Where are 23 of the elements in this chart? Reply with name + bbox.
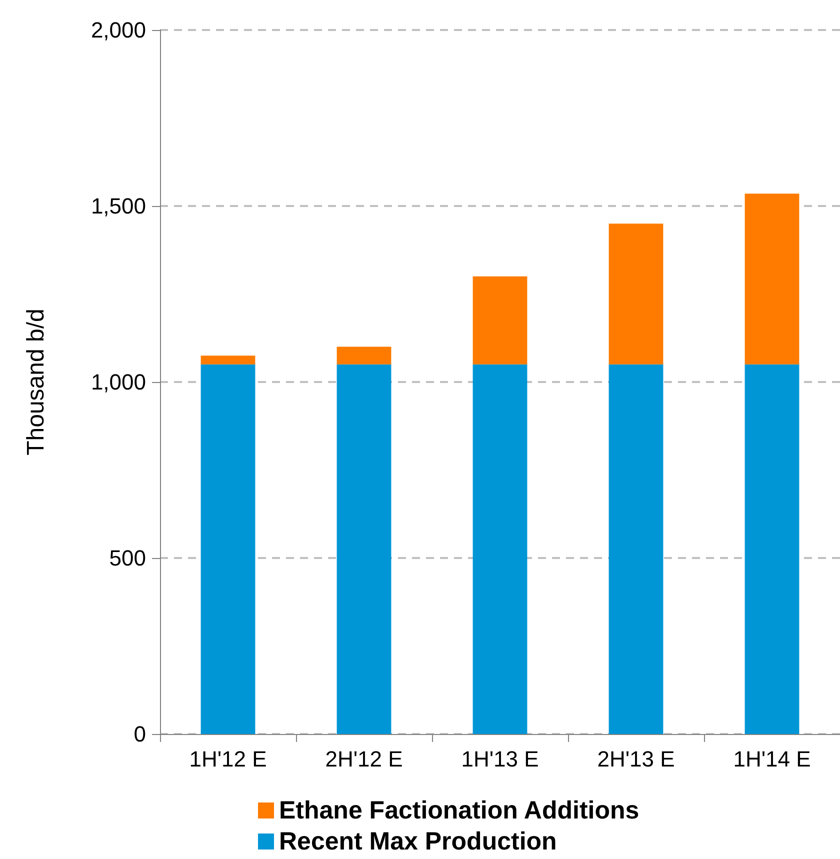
y-tick-label: 1,000 bbox=[90, 370, 146, 394]
bar bbox=[336, 346, 392, 364]
y-tick-label: 0 bbox=[134, 722, 146, 746]
bar bbox=[744, 194, 800, 364]
y-tick-label: 500 bbox=[109, 546, 146, 570]
bar bbox=[336, 364, 392, 734]
legend-label: Recent Max Production bbox=[279, 828, 557, 856]
bar bbox=[608, 224, 664, 364]
x-tick-label: 1H'13 E bbox=[461, 746, 539, 772]
bar bbox=[608, 364, 664, 734]
y-tick-label: 1,500 bbox=[90, 194, 146, 218]
x-tick-label: 2H'12 E bbox=[325, 746, 403, 772]
x-tick-label: 1H'14 E bbox=[733, 746, 811, 772]
bar bbox=[744, 364, 800, 734]
bar bbox=[472, 276, 528, 364]
bar bbox=[200, 356, 256, 364]
legend-label: Ethane Factionation Additions bbox=[279, 796, 640, 824]
y-tick-label: 2,000 bbox=[90, 18, 146, 42]
y-axis-title: Thousand b/d bbox=[22, 308, 50, 456]
x-tick-label: 2H'13 E bbox=[597, 746, 675, 772]
x-tick-label: 1H'12 E bbox=[189, 746, 267, 772]
bar bbox=[472, 364, 528, 734]
bar bbox=[200, 364, 256, 734]
